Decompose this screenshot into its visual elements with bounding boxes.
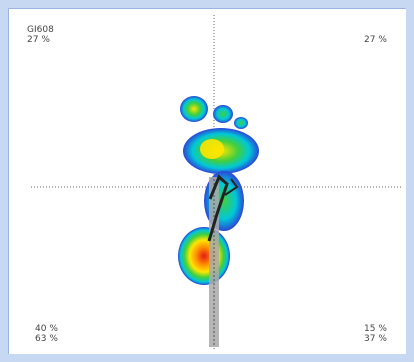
top-left-percent: 27 % (27, 35, 50, 45)
top-right-percent: 27 % (364, 35, 387, 45)
forefoot-hotspot (200, 139, 224, 159)
bottom-right-percent-1: 15 % (364, 324, 387, 334)
toes-region (213, 105, 233, 123)
big-toe-region (180, 96, 208, 122)
heel-region (178, 227, 230, 285)
bottom-left-percent-2: 63 % (35, 334, 58, 344)
small-toe-region (234, 117, 248, 129)
bottom-right-percent-2: 37 % (364, 334, 387, 344)
bottom-left-percent-1: 40 % (35, 324, 58, 334)
pressure-panel: GI608 27 % 27 % 40 % 63 % 15 % 37 % (8, 8, 406, 354)
foot-pressure-heatmap-icon (31, 15, 401, 349)
center-of-pressure-bar (209, 177, 219, 347)
cop-path-secondary (224, 178, 239, 196)
cop-path (207, 174, 229, 242)
sample-id-label: GI608 (27, 25, 54, 35)
